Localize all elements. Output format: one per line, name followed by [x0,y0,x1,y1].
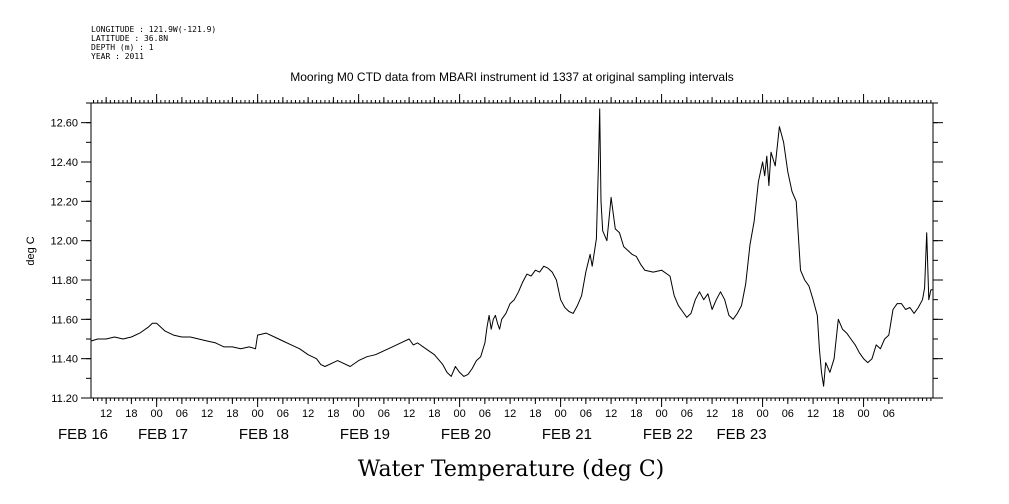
x-tick-label: 00 [151,408,163,420]
y-tick-label: 11.20 [51,393,78,405]
x-tick-label: 12 [706,408,718,420]
y-tick-label: 12.20 [50,196,78,208]
x-tick-label: 18 [529,408,541,420]
x-tick-label: 12 [504,408,516,420]
chart-title: Mooring M0 CTD data from MBARI instrumen… [290,70,734,84]
x-tick-label: 06 [580,408,592,420]
x-date-label: FEB 18 [239,426,289,443]
x-date-label: FEB 17 [138,426,188,443]
metadata-longitude: LONGITUDE : 121.9W(-121.9) [91,25,216,34]
x-tick-label: 00 [352,408,364,420]
x-tick-label: 12 [807,408,819,420]
x-date-label: FEB 21 [542,426,592,443]
x-tick-label: 06 [479,408,491,420]
x-tick-label: 00 [554,408,566,420]
x-tick-label: 12 [302,408,314,420]
metadata-year: YEAR : 2011 [91,52,144,61]
x-tick-label: 18 [832,408,844,420]
y-tick-label: 12.00 [50,236,78,248]
x-date-label: FEB 19 [340,426,390,443]
x-tick-label: 00 [453,408,465,420]
x-tick-label: 18 [630,408,642,420]
x-tick-label: 00 [655,408,667,420]
y-tick-label: 12.60 [50,118,78,130]
x-tick-label: 00 [252,408,264,420]
x-tick-label: 12 [403,408,415,420]
y-tick-label: 11.60 [51,314,78,326]
x-tick-label: 12 [605,408,617,420]
x-tick-label: 06 [782,408,794,420]
x-tick-label: 06 [277,408,289,420]
x-date-label: FEB 20 [441,426,491,443]
x-axis-title: Water Temperature (deg C) [358,457,665,482]
x-tick-label: 00 [857,408,869,420]
metadata-depth: DEPTH (m) : 1 [91,43,154,52]
x-tick-label: 18 [327,408,339,420]
x-date-label: FEB 23 [717,426,767,443]
x-tick-label: 12 [201,408,213,420]
metadata-block: LONGITUDE : 121.9W(-121.9) LATITUDE : 36… [91,25,216,61]
temperature-series-line [90,108,933,387]
plot-area [90,108,933,387]
x-tick-label: 12 [100,408,112,420]
x-tick-label: 06 [883,408,895,420]
plot-frame [90,102,934,399]
metadata-latitude: LATITUDE : 36.8N [91,34,168,43]
x-tick-label: 18 [428,408,440,420]
x-date-label: FEB 16 [58,426,108,443]
y-tick-label: 12.40 [50,157,78,169]
x-tick-label: 06 [378,408,390,420]
axes-group: 12 18 00 06 12 18 00 06 12 18 00 06 12 18 00 06 12 18 00 06… [50,94,943,443]
y-axis-label: deg C [25,236,37,265]
x-tick-label: 06 [681,408,693,420]
y-tick-label: 11.80 [51,275,78,287]
y-tick-label: 11.40 [51,354,78,366]
x-date-label: FEB 22 [643,426,693,443]
x-tick-label: 18 [226,408,238,420]
x-tick-label: 06 [176,408,188,420]
x-tick-label: 00 [756,408,768,420]
x-tick-label: 18 [125,408,137,420]
x-tick-label: 18 [731,408,743,420]
